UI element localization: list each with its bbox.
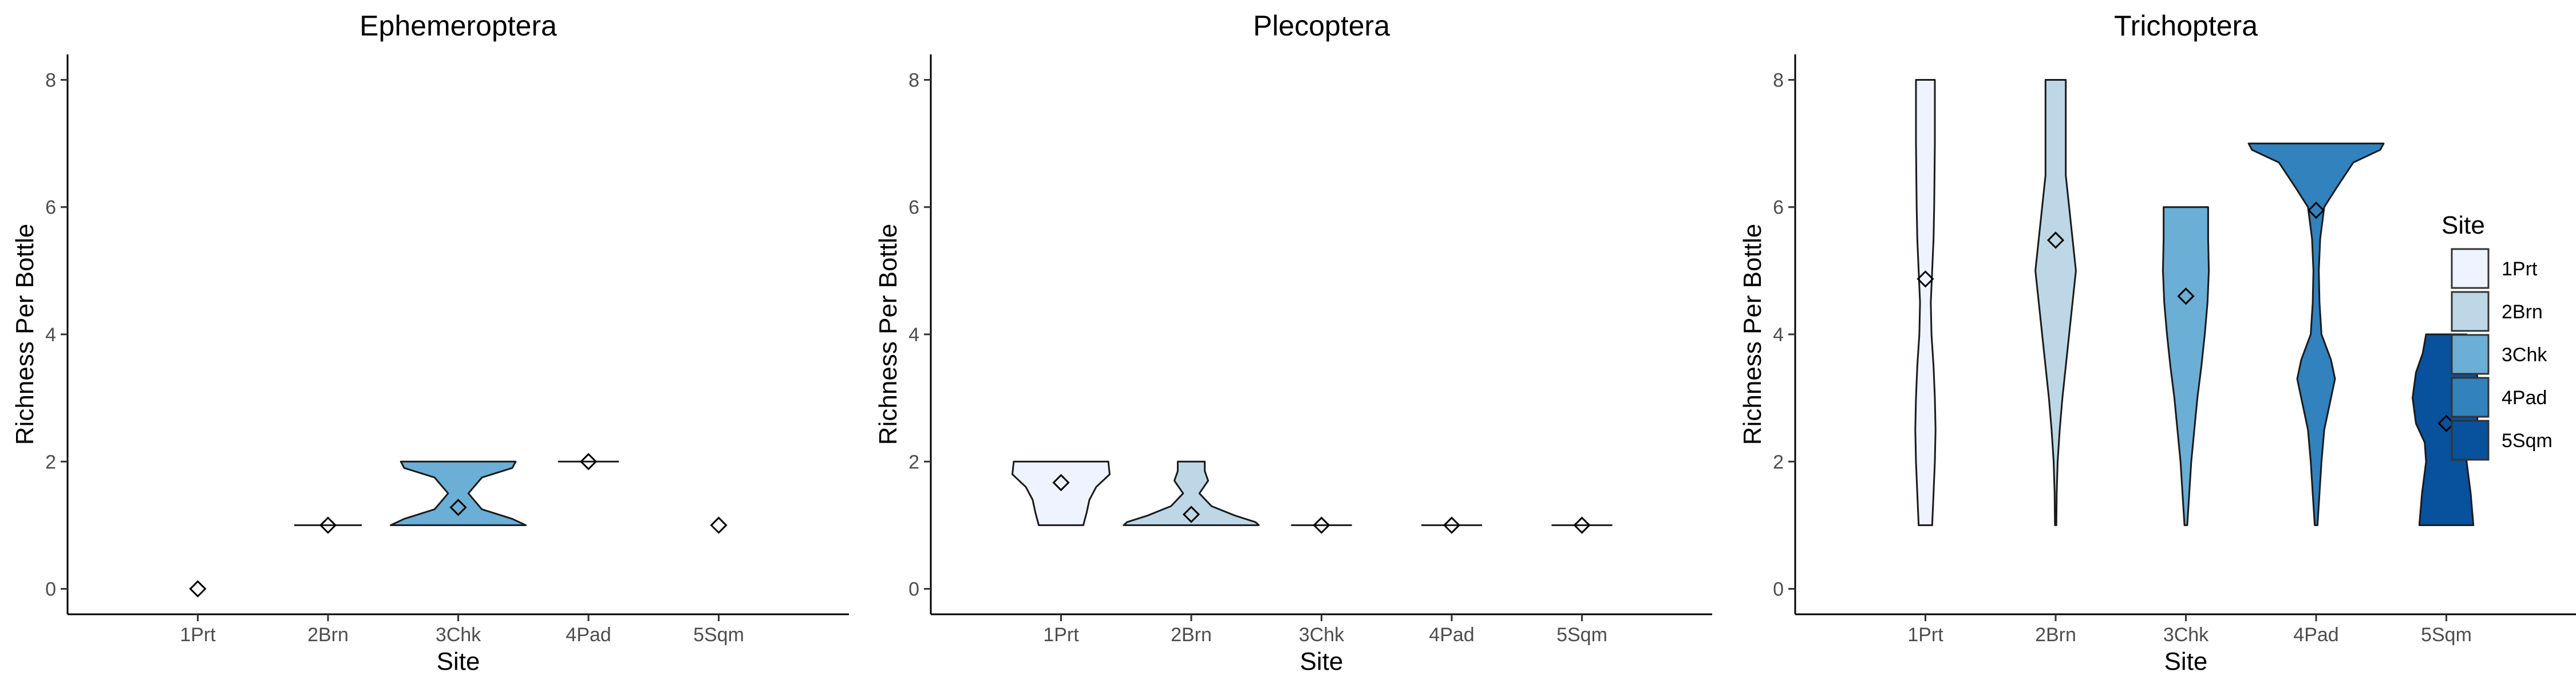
mean-marker-5Sqm [710,516,728,534]
mean-marker-2Brn [1182,506,1200,523]
panel-plecoptera: Plecoptera 0 2 4 6 8 1Prt 2Brn 3Chk 4Pad 5Sqm Site R… [874,10,1712,676]
y-tick-label: 4 [45,324,56,346]
mean-marker-3Chk [1313,516,1330,534]
mean-marker-1Prt [1917,270,1934,288]
legend: Site 1Prt 2Brn 3Chk 4Pad 5Sqm [2441,211,2553,461]
violin-4Pad [2247,143,2385,526]
y-tick-label: 2 [908,451,919,473]
x-axis-title: Site [1300,647,1344,676]
x-tick-label: 1Prt [1043,624,1079,646]
panel-title: Plecoptera [1253,10,1390,42]
x-tick-label: 2Brn [2035,624,2076,646]
legend-swatch-3Chk [2451,334,2490,375]
y-tick-label: 2 [45,451,56,473]
x-tick-label: 3Chk [1299,624,1345,646]
x-axis-title: Site [2164,647,2208,676]
x-tick-label: 4Pad [1429,624,1474,646]
y-tick-label: 0 [908,579,919,601]
x-axis-title: Site [437,647,480,676]
mean-marker-5Sqm [1573,516,1591,534]
x-tick-label: 2Brn [307,624,349,646]
mean-marker-2Brn [2046,231,2065,249]
y-tick-label: 6 [1773,197,1784,219]
y-tick-label: 4 [908,324,919,346]
mean-marker-1Prt [1052,473,1070,492]
legend-swatch-4Pad [2451,377,2490,418]
y-axis-title: Richness Per Bottle [874,224,902,445]
x-tick-label: 3Chk [2163,624,2209,646]
x-tick-label: 5Sqm [693,624,744,646]
x-tick-label: 2Brn [1171,624,1212,646]
legend-swatch-2Brn [2451,291,2490,332]
x-tick-label: 3Chk [436,624,481,646]
legend-label: 4Pad [2502,387,2547,409]
legend-label: 3Chk [2502,344,2547,366]
y-axis-title: Richness Per Bottle [11,224,39,445]
x-tick-label: 4Pad [2293,624,2338,646]
y-tick-label: 2 [1773,451,1784,473]
x-tick-label: 5Sqm [1556,624,1607,646]
violin-1Prt [1012,460,1111,526]
y-tick-label: 4 [1773,324,1784,346]
mean-marker-3Chk [2177,287,2195,305]
legend-title: Site [2441,211,2485,239]
x-tick-label: 4Pad [566,624,611,646]
y-tick-label: 8 [1773,69,1784,91]
y-tick-label: 0 [1773,579,1784,601]
violin-2Brn [1123,460,1260,526]
mean-marker-4Pad [1443,516,1461,534]
legend-label: 5Sqm [2502,430,2553,452]
legend-label: 1Prt [2502,258,2538,280]
violin-3Chk [2162,206,2210,526]
mean-marker-1Prt [189,580,207,598]
x-tick-label: 5Sqm [2421,624,2472,646]
violin-3Chk [390,460,527,526]
violin-1Prt [1914,79,1937,526]
y-tick-label: 0 [45,579,56,601]
y-tick-label: 8 [45,69,56,91]
y-axis-title: Richness Per Bottle [1739,224,1767,445]
y-tick-label: 8 [908,69,919,91]
x-tick-label: 1Prt [1907,624,1943,646]
legend-swatch-1Prt [2451,248,2490,289]
mean-marker-2Brn [319,516,337,534]
panel-ephemeroptera: Ephemeroptera 0 2 4 6 8 1Prt 2Brn 3Chk 4Pad 5Sqm Si… [11,10,849,676]
legend-label: 2Brn [2502,301,2543,323]
panel-title: Ephemeroptera [359,10,557,42]
x-tick-label: 1Prt [180,624,216,646]
y-tick-label: 6 [45,197,56,219]
mean-marker-4Pad [2307,202,2325,219]
mean-marker-3Chk [449,499,467,516]
violin-2Brn [2034,79,2077,526]
y-tick-label: 6 [908,197,919,219]
mean-marker-4Pad [579,453,598,471]
legend-swatch-5Sqm [2451,420,2490,461]
panel-title: Trichoptera [2114,10,2258,42]
